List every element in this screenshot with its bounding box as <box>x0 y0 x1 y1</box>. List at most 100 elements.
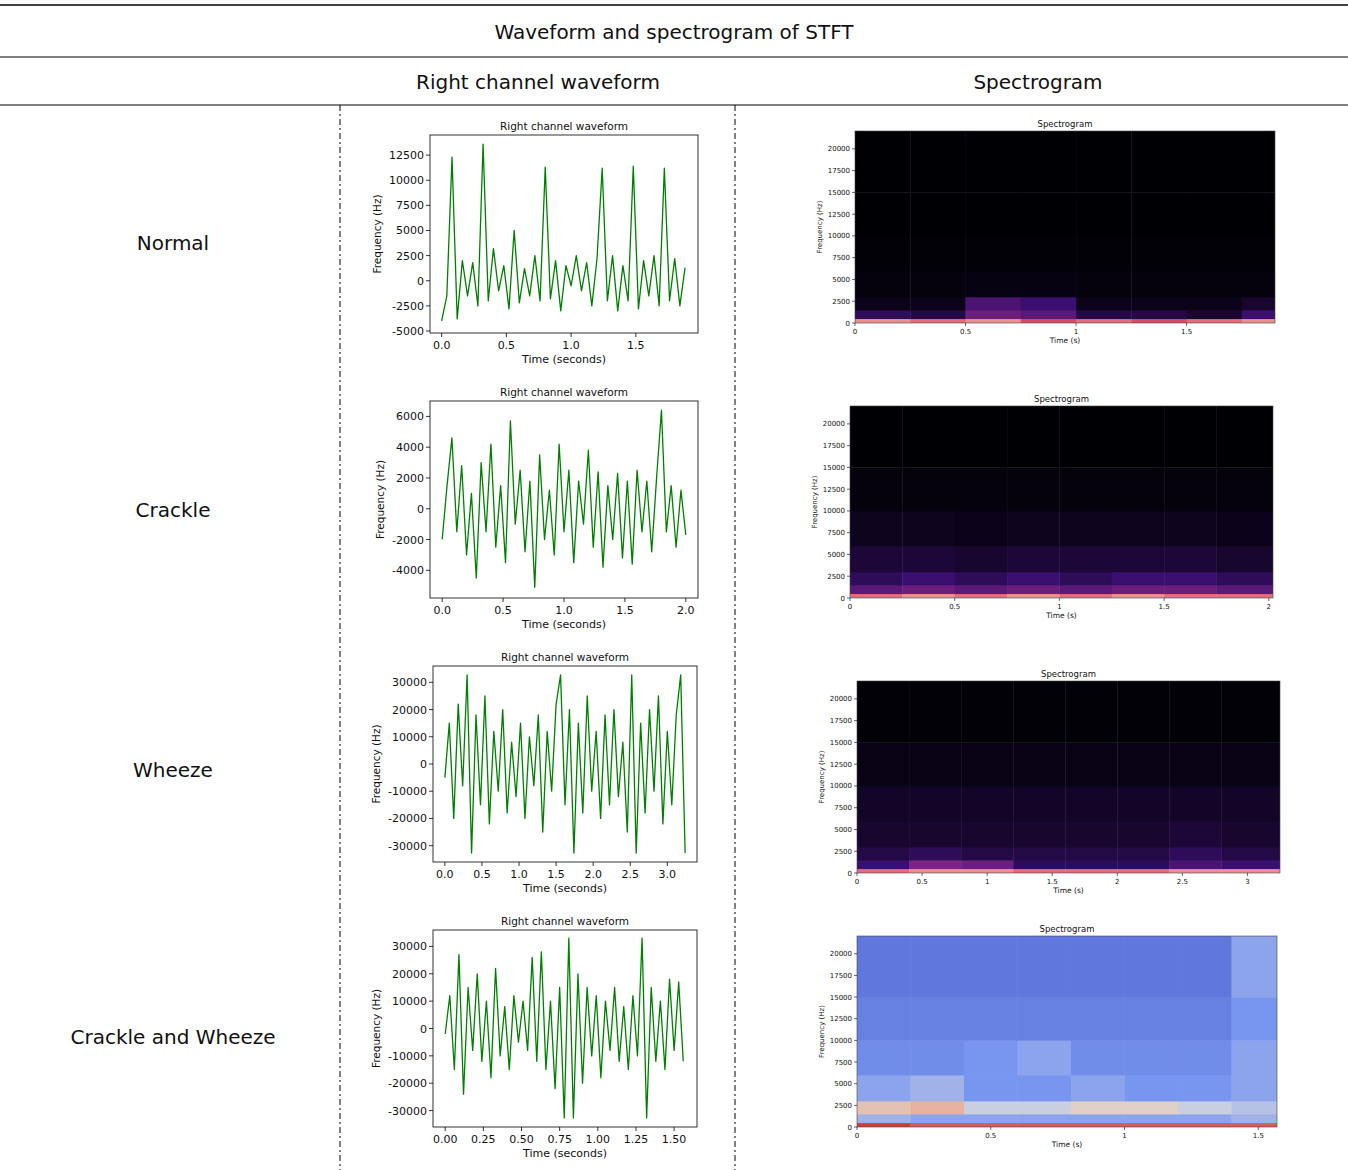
spectrogram-cell <box>1187 192 1243 236</box>
y-axis-title: Frequency (Hz) <box>374 460 386 539</box>
y-tick-label: 20000 <box>828 145 850 153</box>
spectrogram-cell <box>909 860 961 869</box>
y-tick <box>852 235 855 236</box>
spectrogram-cell <box>1221 869 1280 873</box>
spectrogram-cell <box>1059 572 1112 585</box>
y-tick <box>854 953 857 954</box>
y-tick <box>847 598 850 599</box>
waveform-line <box>442 410 686 587</box>
y-tick-label: 20000 <box>392 704 427 717</box>
y-tick-label: 2500 <box>827 573 845 581</box>
spectrogram-cell <box>1059 546 1112 573</box>
x-tick <box>564 598 565 602</box>
y-tick <box>854 997 857 998</box>
y-tick-label: 10000 <box>830 1037 852 1045</box>
spectrogram-cell <box>1018 1123 1072 1127</box>
spectrogram-cell <box>902 467 955 511</box>
spectrogram-cell <box>1076 131 1132 193</box>
chart-title: Right channel waveform <box>501 651 629 663</box>
x-tick <box>1164 598 1165 601</box>
y-tick-label: -20000 <box>388 812 427 825</box>
spectrogram-cell <box>1018 936 1072 997</box>
x-tick-label: 1.5 <box>616 604 634 617</box>
spectrogram-cell <box>857 860 909 869</box>
x-tick-label: 1.5 <box>1047 878 1058 886</box>
chart-title: Right channel waveform <box>500 386 628 398</box>
spectrogram-cell <box>1059 406 1112 468</box>
spectrogram-cell <box>857 1101 911 1114</box>
spectrogram: 00.511.502500500075001000012500150001750… <box>818 924 1278 1149</box>
y-tick <box>847 445 850 446</box>
spectrogram-cell <box>1065 869 1117 873</box>
spectrogram-cell <box>1065 681 1117 743</box>
x-tick <box>624 598 625 602</box>
plot-clip-group <box>855 131 1275 323</box>
x-axis-title: Time (s) <box>1051 1140 1083 1149</box>
spectrogram-cell <box>855 236 911 271</box>
spectrogram-cell <box>1169 681 1221 743</box>
x-tick-label: 0.25 <box>471 1133 496 1146</box>
spectrogram-cell <box>1125 1040 1179 1075</box>
spectrogram-cell <box>961 821 1013 848</box>
y-tick <box>426 180 430 181</box>
spectrogram-cell <box>1187 131 1243 193</box>
y-tick-label: 30000 <box>392 676 427 689</box>
y-axis-title: Frequency (Hz) <box>370 989 382 1068</box>
spectrogram-cell <box>1125 997 1179 1041</box>
y-tick <box>852 323 855 324</box>
spectrogram-cell <box>966 271 1022 298</box>
y-tick-label: 5000 <box>834 826 852 834</box>
row-label: Crackle and Wheeze <box>70 1025 275 1049</box>
spectrogram-cell <box>850 406 903 468</box>
y-tick <box>429 764 433 765</box>
y-tick-label: -4000 <box>392 564 424 577</box>
spectrogram-cell <box>1221 821 1280 848</box>
y-tick-label: 7500 <box>396 199 424 212</box>
y-tick-label: 5000 <box>396 224 424 237</box>
spectrogram-cell <box>910 236 966 271</box>
figure: Waveform and spectrogram of STFTRight ch… <box>0 0 1348 1170</box>
y-tick <box>854 829 857 830</box>
spectrogram-cell <box>1164 467 1217 511</box>
y-tick-label: -20000 <box>388 1077 427 1090</box>
spectrogram-cell <box>1065 786 1117 821</box>
y-axis-title: Frequency (Hz) <box>371 194 383 273</box>
x-tick-label: 0 <box>853 328 857 336</box>
spectrogram-cell <box>1169 847 1221 860</box>
spectrogram: 00.511.502500500075001000012500150001750… <box>816 119 1276 345</box>
y-tick-label: 5000 <box>827 551 845 559</box>
spectrogram-cell <box>964 1114 1018 1123</box>
y-tick-label: 15000 <box>830 994 852 1002</box>
spectrogram-cell <box>1131 271 1187 298</box>
spectrogram-cell <box>964 997 1018 1041</box>
y-tick-label: 2500 <box>396 250 424 263</box>
y-tick-label: -30000 <box>388 1105 427 1118</box>
spectrogram-cell <box>1059 511 1112 546</box>
y-tick <box>852 301 855 302</box>
y-tick-label: 7500 <box>827 529 845 537</box>
plot-area <box>430 401 698 598</box>
x-tick <box>965 323 966 326</box>
y-tick <box>429 946 433 947</box>
spectrogram-cell <box>1071 1114 1125 1123</box>
plot-frame <box>433 666 697 862</box>
spectrogram-cell <box>966 236 1022 271</box>
y-tick-label: 0 <box>846 320 850 328</box>
spectrogram-cell <box>1021 297 1077 310</box>
plot-clip-group <box>442 410 686 587</box>
y-tick <box>429 845 433 846</box>
y-tick <box>426 205 430 206</box>
y-tick-label: -10000 <box>388 785 427 798</box>
spectrogram-cell <box>857 869 909 873</box>
y-axis-title: Frequency (Hz) <box>816 200 824 253</box>
waveform-line <box>442 144 685 321</box>
background <box>0 0 1348 1170</box>
spectrogram-cell <box>1178 1101 1232 1114</box>
spectrogram-cell <box>1059 585 1112 594</box>
x-tick-label: 2.5 <box>1177 878 1188 886</box>
spectrogram-cell <box>1013 742 1065 786</box>
spectrogram-cell <box>1216 585 1273 594</box>
x-tick-label: 1.5 <box>1253 1132 1264 1140</box>
y-tick-label: -2000 <box>392 534 424 547</box>
y-tick <box>426 255 430 256</box>
